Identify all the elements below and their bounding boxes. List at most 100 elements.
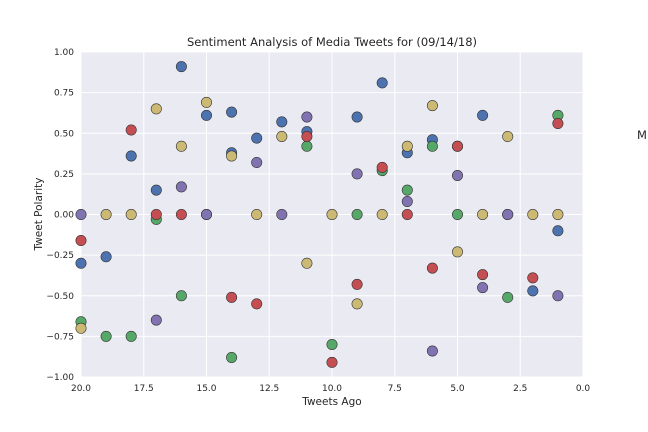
data-point bbox=[100, 209, 112, 221]
data-point bbox=[426, 345, 438, 357]
y-tick-label: 0.75 bbox=[54, 89, 74, 99]
data-point bbox=[125, 124, 137, 136]
legend-fragment: M bbox=[637, 128, 647, 142]
data-point bbox=[502, 291, 514, 303]
data-point bbox=[351, 298, 363, 310]
data-point bbox=[150, 103, 162, 115]
series-3 bbox=[75, 118, 564, 368]
x-tick-label: 17.5 bbox=[134, 384, 154, 394]
data-point bbox=[251, 157, 263, 169]
y-tick-label: −0.50 bbox=[46, 292, 74, 302]
x-tick-label: 20.0 bbox=[71, 384, 91, 394]
y-tick-label: 1.00 bbox=[54, 48, 74, 58]
data-point bbox=[226, 150, 238, 162]
data-point bbox=[451, 170, 463, 182]
x-tick-label: 2.5 bbox=[513, 384, 527, 394]
data-point bbox=[251, 298, 263, 310]
data-point bbox=[150, 314, 162, 326]
data-point bbox=[125, 150, 137, 162]
y-tick-label: −0.25 bbox=[46, 251, 74, 261]
data-point bbox=[426, 140, 438, 152]
data-point bbox=[75, 322, 87, 334]
y-axis-label: Tweet Polarity bbox=[33, 178, 45, 252]
series-2 bbox=[75, 109, 564, 363]
data-point bbox=[502, 131, 514, 143]
x-tick-label: 10.0 bbox=[322, 384, 342, 394]
data-point bbox=[477, 269, 489, 281]
data-point bbox=[301, 131, 313, 143]
data-point bbox=[175, 209, 187, 221]
data-point bbox=[451, 140, 463, 152]
x-tick-label: 7.5 bbox=[388, 384, 402, 394]
chart-title: Sentiment Analysis of Media Tweets for (… bbox=[187, 35, 477, 49]
data-point bbox=[75, 257, 87, 269]
data-point bbox=[226, 291, 238, 303]
data-point bbox=[201, 109, 213, 121]
data-point bbox=[376, 161, 388, 173]
data-point bbox=[201, 96, 213, 108]
data-point bbox=[251, 132, 263, 144]
data-point bbox=[351, 278, 363, 290]
data-point bbox=[477, 282, 489, 294]
data-point bbox=[451, 209, 463, 221]
data-point bbox=[175, 61, 187, 73]
data-point bbox=[125, 330, 137, 342]
data-point bbox=[276, 209, 288, 221]
data-point bbox=[75, 209, 87, 221]
x-axis-label: Tweets Ago bbox=[301, 396, 361, 408]
x-tick-label: 5.0 bbox=[450, 384, 465, 394]
data-point bbox=[351, 209, 363, 221]
x-tick-label: 0.0 bbox=[576, 384, 591, 394]
data-point bbox=[175, 181, 187, 193]
data-point bbox=[351, 111, 363, 123]
y-tick-label: −0.75 bbox=[46, 332, 74, 342]
data-point bbox=[527, 285, 539, 297]
data-point bbox=[75, 235, 87, 247]
data-point bbox=[426, 100, 438, 112]
data-point bbox=[552, 225, 564, 237]
data-point bbox=[351, 168, 363, 180]
series-4 bbox=[75, 111, 564, 357]
data-point bbox=[301, 140, 313, 152]
data-point bbox=[301, 257, 313, 269]
data-point bbox=[226, 351, 238, 363]
data-point bbox=[552, 118, 564, 130]
data-point bbox=[527, 209, 539, 221]
data-point bbox=[502, 209, 514, 221]
data-point bbox=[175, 290, 187, 302]
y-tick-labels: 1.00 0.75 0.50 0.25 0.00 −0.25 −0.50 −0.75 −1.00 bbox=[46, 48, 74, 383]
y-tick-label: −1.00 bbox=[46, 373, 74, 383]
data-point bbox=[326, 338, 338, 350]
data-point bbox=[426, 262, 438, 274]
data-point bbox=[326, 356, 338, 368]
x-tick-label: 15.0 bbox=[196, 384, 216, 394]
x-tick-labels: 20.0 17.5 15.0 12.5 10.0 7.5 5.0 2.5 0.0 bbox=[71, 384, 590, 394]
y-tick-label: 0.00 bbox=[54, 211, 74, 221]
data-point bbox=[175, 140, 187, 152]
series-5 bbox=[75, 96, 564, 334]
x-tick-label: 12.5 bbox=[259, 384, 279, 394]
data-point bbox=[552, 290, 564, 302]
data-point bbox=[477, 109, 489, 121]
data-point bbox=[251, 209, 263, 221]
data-point bbox=[226, 106, 238, 118]
data-point bbox=[401, 140, 413, 152]
data-point bbox=[276, 116, 288, 128]
data-point bbox=[527, 272, 539, 284]
data-point bbox=[401, 196, 413, 208]
data-point bbox=[401, 184, 413, 196]
data-point bbox=[401, 209, 413, 221]
y-tick-label: 0.50 bbox=[54, 129, 74, 139]
data-point bbox=[201, 209, 213, 221]
data-point bbox=[100, 330, 112, 342]
data-point bbox=[100, 251, 112, 263]
data-point bbox=[326, 209, 338, 221]
data-point bbox=[150, 209, 162, 221]
data-point bbox=[301, 111, 313, 123]
data-point bbox=[477, 209, 489, 221]
data-point bbox=[451, 246, 463, 258]
data-point bbox=[150, 184, 162, 196]
y-tick-label: 0.25 bbox=[54, 170, 74, 180]
data-point bbox=[125, 209, 137, 221]
